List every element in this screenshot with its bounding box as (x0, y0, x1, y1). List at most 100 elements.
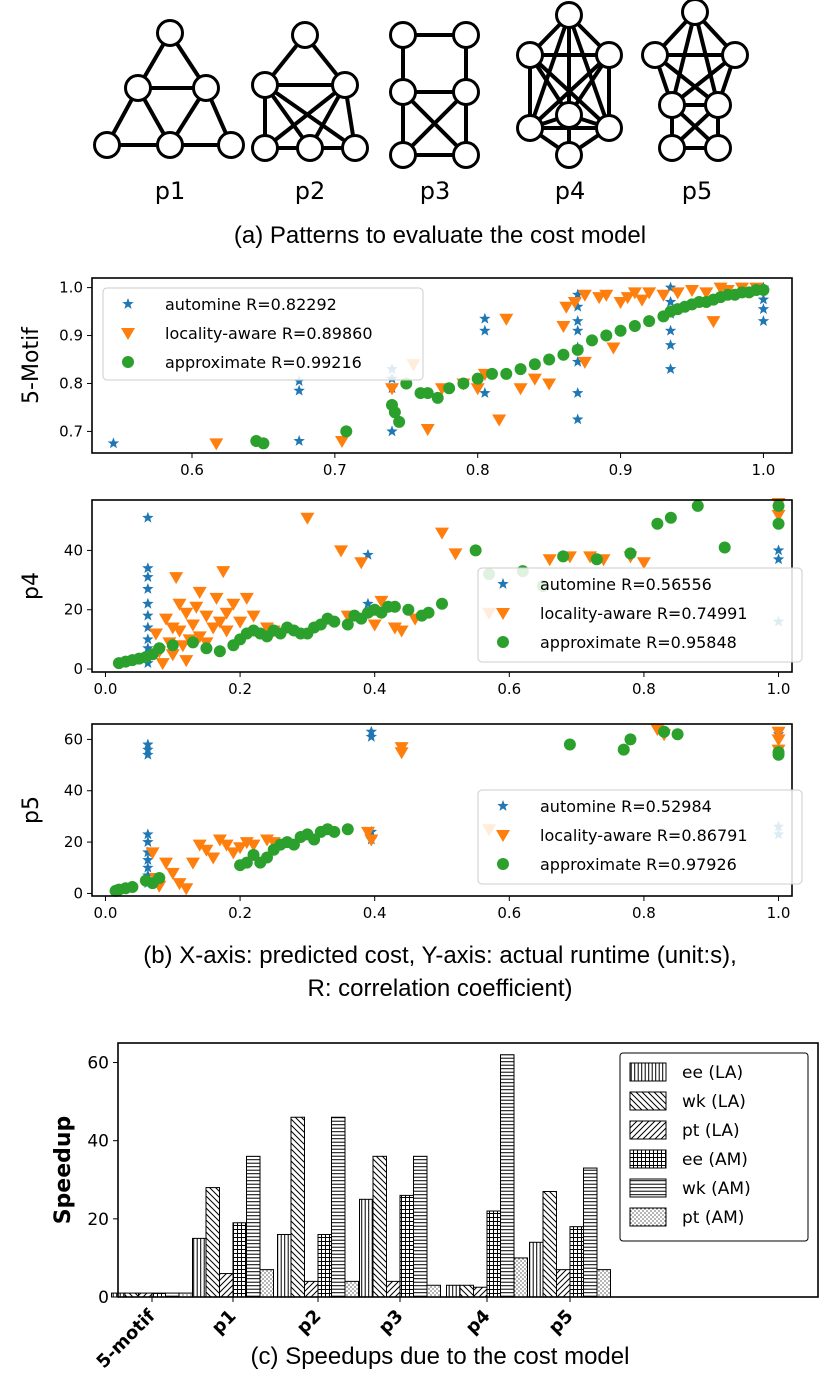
data-point (169, 572, 184, 585)
pattern-node (192, 74, 220, 102)
plot-frame (91, 277, 793, 454)
data-point (469, 544, 482, 557)
legend-label: wk (LA) (682, 1092, 746, 1112)
pattern-edge (670, 11, 697, 106)
pattern-node (156, 131, 184, 159)
pattern-node (555, 101, 583, 129)
data-point (212, 616, 227, 629)
bar (331, 1116, 346, 1298)
legend-swatch (629, 1207, 667, 1227)
legend-label: pt (LA) (682, 1121, 740, 1141)
y-tick-label: 60 (64, 730, 83, 748)
data-point (643, 315, 656, 328)
data-point (571, 343, 584, 356)
data-point (126, 881, 139, 894)
data-point (559, 301, 574, 314)
data-point (107, 437, 120, 449)
data-point (189, 601, 204, 614)
data-point (542, 554, 557, 567)
bar (569, 1226, 584, 1298)
x-tick-label: p3 (375, 1306, 408, 1339)
data-point (636, 557, 651, 570)
bar (486, 1210, 501, 1298)
data-point (216, 566, 231, 579)
x-tick-label: 0.0 (94, 680, 118, 698)
pattern-edge (528, 53, 611, 130)
series-circle (109, 725, 785, 897)
pattern-node (555, 1, 583, 29)
data-point (394, 747, 409, 760)
data-point (563, 738, 576, 751)
caption-b-line1: (b) X-axis: predicted cost, Y-axis: actu… (143, 942, 737, 969)
data-point (166, 639, 179, 652)
y-tick-label: 0.9 (59, 327, 83, 345)
legend-label: locality-aware R=0.74991 (540, 604, 748, 623)
pattern-node (704, 91, 732, 119)
caption-b-line2: R: correlation coefficient) (307, 975, 572, 1002)
data-point (671, 728, 684, 741)
data-point (499, 313, 514, 326)
pattern-label-p2: p2 (295, 177, 326, 205)
y-tick-label: 0.7 (59, 422, 83, 440)
data-point (617, 743, 630, 756)
bar (192, 1237, 207, 1298)
pattern-node (341, 134, 369, 162)
data-point (335, 436, 349, 449)
y-tick-label: 20 (64, 601, 83, 619)
pattern-node (595, 114, 623, 142)
bar-chart-speedups: 0 20 40 60 5-motif p1 p2 p3 p4 p5 Speedup ee (LA) wk… (51, 1042, 819, 1373)
data-point (556, 320, 571, 333)
data-point (367, 619, 382, 632)
data-point (247, 848, 260, 861)
bar (344, 1280, 359, 1298)
pattern-edge (693, 11, 720, 106)
data-point (293, 435, 305, 446)
data-point (771, 509, 786, 522)
data-point (479, 312, 491, 324)
y-tick-label: 60 (87, 1054, 109, 1074)
data-point (614, 324, 627, 337)
data-point (642, 287, 657, 300)
bar (473, 1286, 488, 1298)
pattern-node (452, 78, 480, 106)
data-point (772, 748, 785, 761)
x-tick-label: 0.9 (609, 461, 633, 479)
legend-label: approximate R=0.97926 (540, 855, 737, 874)
data-point (362, 597, 374, 609)
data-point (165, 867, 180, 880)
data-point (334, 545, 349, 558)
legend-marker (497, 636, 509, 648)
data-point (664, 324, 677, 336)
data-point (142, 861, 154, 873)
data-point (557, 348, 570, 361)
data-point (624, 547, 637, 560)
bar (317, 1233, 332, 1298)
data-point (479, 387, 491, 398)
bar-group-p5 (529, 1167, 611, 1298)
y-tick-label: 0 (98, 1288, 109, 1308)
data-point (572, 413, 584, 425)
data-point (386, 425, 398, 437)
x-tick-label: 0.6 (180, 461, 204, 479)
data-point (757, 315, 770, 326)
data-point (199, 610, 214, 623)
data-point (142, 511, 154, 523)
legend-label: ee (LA) (682, 1063, 743, 1083)
bar (500, 1054, 515, 1298)
data-point (572, 324, 584, 336)
data-point (365, 730, 378, 742)
scatter-plot-p5: 0.0 0.2 0.4 0.6 0.8 1.0 0 20 40 60 p5 automine R=0.… (19, 723, 803, 922)
data-point (670, 287, 685, 300)
bar (232, 1222, 247, 1298)
bar (542, 1190, 557, 1298)
data-point (590, 553, 603, 566)
bar (556, 1269, 571, 1298)
legend-label: automine R=0.56556 (540, 575, 712, 594)
data-point (360, 826, 375, 839)
pattern-node (658, 91, 686, 119)
y-tick-label: 40 (64, 541, 83, 559)
data-point (577, 356, 592, 369)
pattern-p2 (251, 21, 369, 162)
legend-label: automine R=0.52984 (540, 797, 712, 816)
data-point (471, 372, 484, 385)
